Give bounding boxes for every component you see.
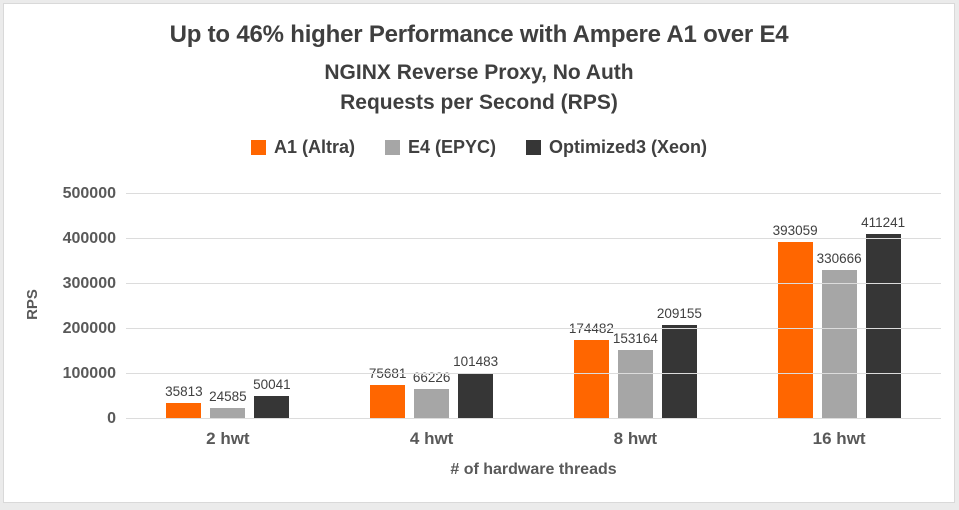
bar-value-label: 411241 xyxy=(861,214,906,230)
bar-slot: 66226 xyxy=(413,194,450,419)
bar xyxy=(210,407,246,419)
y-tick-label: 0 xyxy=(107,410,116,427)
bar-group: 174482153164 209155 xyxy=(534,194,738,419)
legend: A1 (Altra) E4 (EPYC) Optimized3 (Xeon) xyxy=(4,137,954,158)
gridline xyxy=(126,418,941,419)
bar xyxy=(661,324,697,419)
bar xyxy=(865,233,901,419)
x-category-label: 8 hwt xyxy=(613,429,658,448)
legend-swatch-icon xyxy=(384,140,400,155)
legend-label: Optimized3 (Xeon) xyxy=(549,137,708,157)
bar-groups: 3581324585500417568166226101483174482153… xyxy=(126,194,941,419)
bar-value-label: 35813 xyxy=(165,383,203,399)
y-axis-ticks: 0 100000 200000 300000 400000 500000 xyxy=(4,185,116,427)
y-tick-label: 200000 xyxy=(62,320,116,337)
bar-slot: 174482 xyxy=(569,194,614,419)
legend-label: A1 (Altra) xyxy=(273,137,355,157)
gridline xyxy=(126,283,941,284)
legend-item: Optimized3 (Xeon) xyxy=(526,137,707,158)
y-tick-label: 100000 xyxy=(62,365,116,382)
bar xyxy=(370,384,406,419)
gridline xyxy=(126,373,941,374)
legend-label: E4 (EPYC) xyxy=(407,137,497,157)
bar-value-label: 101483 xyxy=(453,354,499,370)
bar-slot: 35813 xyxy=(165,194,203,419)
x-category-label: 4 hwt xyxy=(409,429,454,448)
bar-slot: 101483 xyxy=(453,194,498,419)
bar xyxy=(573,340,609,419)
x-category-label: 16 hwt xyxy=(812,429,866,448)
bar-group: 75681 66226 101483 xyxy=(330,194,534,419)
gridline xyxy=(126,328,941,329)
bar xyxy=(458,373,494,419)
legend-swatch-icon xyxy=(250,140,266,155)
bar-slot: 75681 xyxy=(369,194,406,419)
y-tick-label: 300000 xyxy=(62,275,116,292)
legend-swatch-icon xyxy=(526,140,542,155)
gridline xyxy=(126,193,941,194)
bar-slot: 393059 xyxy=(773,194,818,419)
bar xyxy=(414,389,450,419)
legend-item: A1 (Altra) xyxy=(250,137,355,158)
bar-value-label: 330666 xyxy=(816,251,862,267)
bar-slot: 153164 xyxy=(613,194,658,419)
bar xyxy=(777,242,813,419)
bar xyxy=(166,402,202,419)
bar-slot: 411241 xyxy=(861,194,905,419)
bar-slot: 50041 xyxy=(253,194,291,419)
bar-group: 35813 24585 50041 xyxy=(126,194,330,419)
gridline xyxy=(126,238,941,239)
bar-value-label: 209155 xyxy=(656,305,702,321)
bar xyxy=(617,350,653,419)
bar xyxy=(821,270,857,419)
y-tick-label: 400000 xyxy=(62,230,116,247)
chart-title: Up to 46% higher Performance with Ampere… xyxy=(169,21,789,48)
plot-area: 3581324585500417568166226101483174482153… xyxy=(126,193,941,419)
chart-subtitle-line2: Requests per Second (RPS) xyxy=(340,91,618,114)
bar-slot: 330666 xyxy=(817,194,862,419)
bar-value-label: 50041 xyxy=(253,377,291,393)
bar-group: 393059 330666 411241 xyxy=(737,194,941,419)
x-category-label: 2 hwt xyxy=(206,429,250,448)
bar-value-label: 24585 xyxy=(209,388,247,404)
legend-item: E4 (EPYC) xyxy=(384,137,497,158)
bar xyxy=(254,396,290,419)
x-axis-title: # of hardware threads xyxy=(450,461,617,478)
bar-slot: 24585 xyxy=(209,194,247,419)
y-tick-label: 500000 xyxy=(62,185,116,202)
bar-slot: 209155 xyxy=(657,194,702,419)
x-axis-labels: 2 hwt 4 hwt 8 hwt 16 hwt xyxy=(126,429,941,449)
bar-value-label: 393059 xyxy=(772,223,818,239)
chart-subtitle-line1: NGINX Reverse Proxy, No Auth xyxy=(324,61,634,84)
bar-value-label: 153164 xyxy=(612,331,658,347)
chart-card: Up to 46% higher Performance with Ampere… xyxy=(3,3,955,503)
